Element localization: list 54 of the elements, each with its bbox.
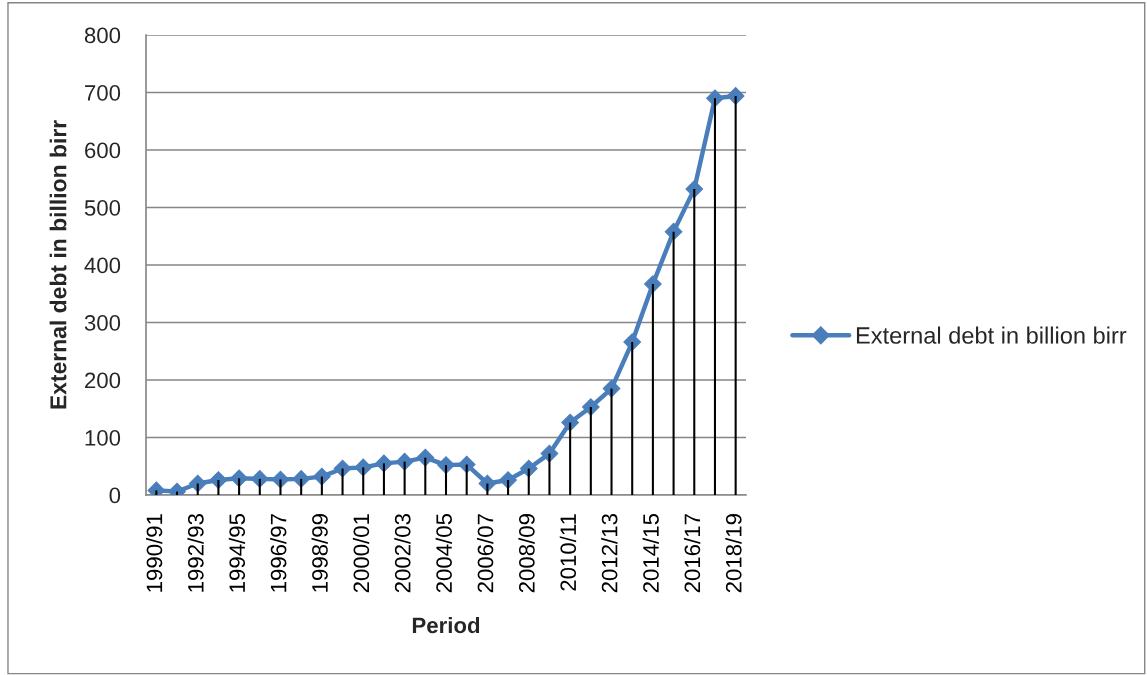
bar [341, 468, 344, 495]
bar [465, 464, 468, 495]
x-tick-label: 2008/09 [518, 514, 535, 593]
bar [527, 468, 530, 495]
bar [279, 479, 282, 495]
bar [631, 342, 634, 495]
y-tick-label: 100 [85, 430, 121, 446]
y-tick-label: 700 [85, 85, 121, 101]
x-tick-label: 2006/07 [477, 514, 494, 593]
bar [217, 480, 220, 495]
x-tick-label: 2012/13 [601, 514, 618, 593]
x-tick-label: 2014/15 [642, 513, 659, 593]
y-tick-label: 0 [109, 487, 121, 504]
bar [300, 478, 303, 495]
x-tick-label: 2018/19 [725, 514, 742, 593]
x-tick-label: 2002/03 [394, 514, 411, 593]
bar [651, 283, 654, 495]
x-tick-label: 2010/11 [559, 514, 577, 591]
bar [734, 95, 737, 495]
x-axis-title: Period [412, 616, 480, 634]
y-tick-label: 300 [84, 315, 121, 331]
legend-label: External debt in billion birr [856, 326, 1127, 344]
y-tick-label: 500 [84, 200, 121, 216]
bar [258, 478, 261, 495]
x-tick-label: 2004/05 [435, 513, 452, 593]
bar [589, 407, 592, 495]
x-tick-label: 2000/01 [352, 514, 370, 593]
bar [507, 480, 510, 495]
bar [238, 478, 241, 495]
bar [713, 98, 716, 495]
x-tick-label: 1994/95 [228, 513, 246, 592]
y-tick-label: 800 [84, 27, 121, 44]
y-tick-label: 600 [85, 142, 121, 159]
y-tick-label: 400 [84, 257, 121, 274]
bar [382, 463, 385, 495]
x-tick-label: 1998/99 [311, 514, 328, 592]
bar [569, 422, 572, 495]
bar [403, 461, 406, 495]
x-tick-label: 1992/93 [187, 514, 204, 592]
bar [444, 465, 448, 495]
bar [693, 189, 696, 495]
y-axis-title: External debt in billion birr [49, 120, 67, 409]
bar [196, 483, 199, 495]
bar [610, 388, 613, 495]
bar [548, 453, 551, 495]
x-tick-label: 1996/97 [270, 514, 287, 592]
x-tick-label: 2016/17 [683, 514, 701, 593]
y-tick-label: 200 [85, 372, 121, 389]
bar [424, 457, 427, 495]
x-tick-label: 1990/91 [145, 514, 163, 592]
bar [362, 467, 365, 495]
bar [486, 483, 489, 495]
bar [672, 231, 675, 495]
bar [320, 476, 323, 495]
